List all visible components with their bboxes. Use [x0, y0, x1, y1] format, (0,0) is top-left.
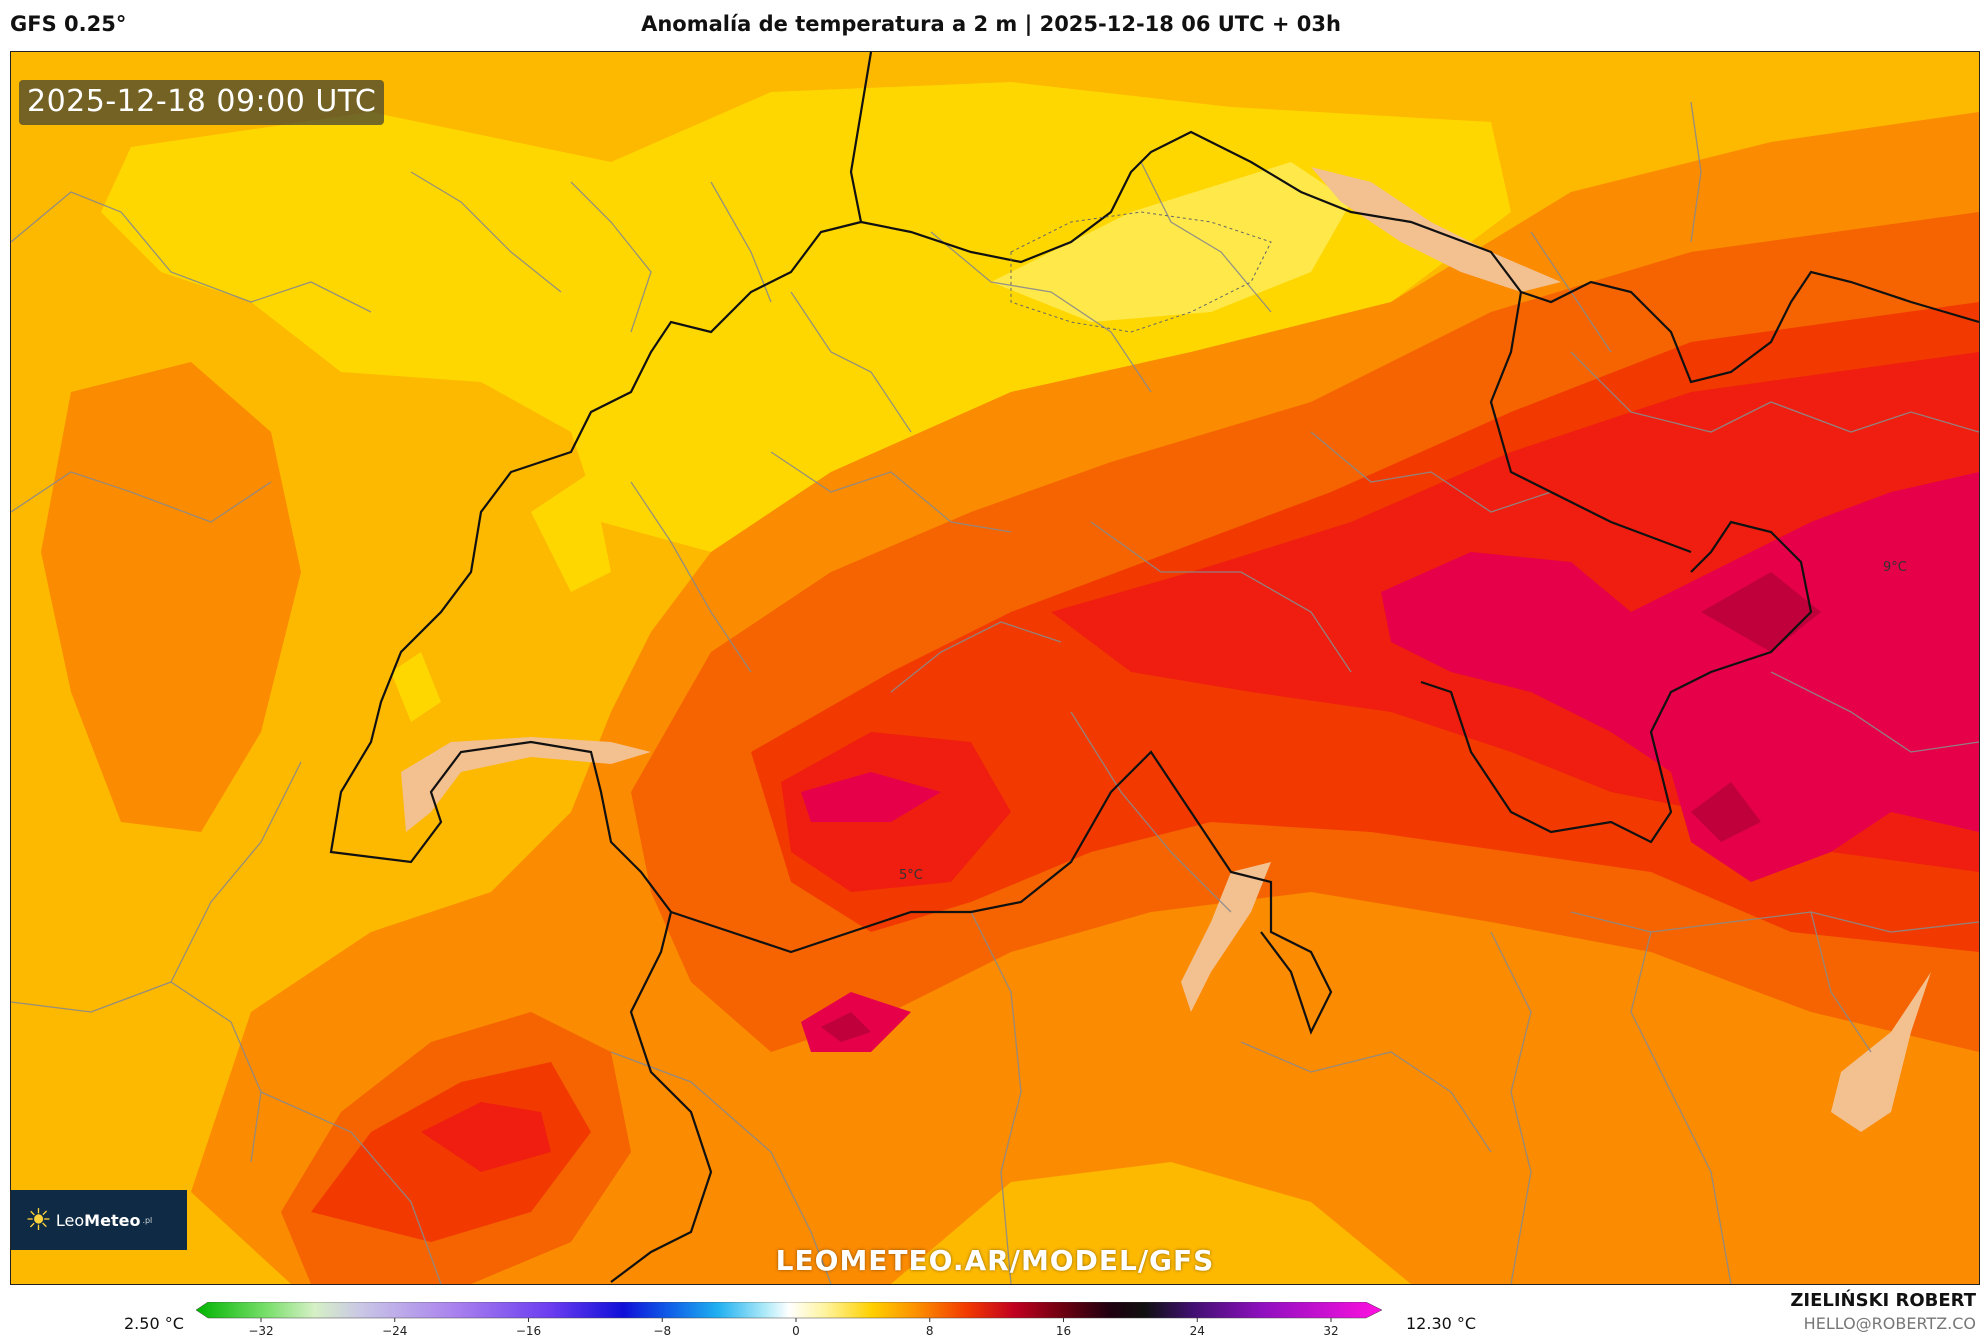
logo-suffix: .pl: [142, 1215, 153, 1225]
border-liechtenstein: [1489, 291, 1692, 554]
lake-garda: [1831, 972, 1931, 1132]
border-germany-austria: [1520, 270, 1979, 384]
anomaly-band-yellow-spot: [531, 472, 611, 592]
anomaly-band-light-yellow: [991, 162, 1351, 322]
anomaly-band-orange-west: [41, 362, 301, 832]
legend-max-label: 12.30 °C: [1406, 1314, 1477, 1333]
anomaly-band-red-sw: [421, 1102, 551, 1172]
colorbar-tick-label: −24: [382, 1324, 407, 1338]
subregion-dashed-boundary: [1010, 211, 1272, 333]
lake-maggiore: [1181, 862, 1271, 1012]
lake-geneva: [401, 737, 651, 832]
colorbar-tick-label: 24: [1190, 1324, 1205, 1338]
border-france-switzerland: [329, 52, 873, 1283]
colorbar-tick-label: 32: [1323, 1324, 1338, 1338]
leometeo-logo[interactable]: ☀ Leo Meteo .pl: [11, 1190, 187, 1250]
author-email[interactable]: HELLO@ROBERTZ.CO: [1803, 1314, 1976, 1333]
temperature-anomaly-map: [11, 52, 1979, 1284]
watermark-url: LEOMETEO.AR/MODEL/GFS: [775, 1244, 1215, 1277]
national-borders: [329, 52, 1979, 1283]
forecast-timestamp: 2025-12-18 09:00 UTC: [19, 80, 385, 125]
author-credit: ZIELIŃSKI ROBERT: [1790, 1290, 1976, 1311]
contour-label-9c: 9°C: [1883, 560, 1907, 575]
contour-label-5c: 5°C: [899, 868, 923, 883]
map-title: Anomalía de temperatura a 2 m | 2025-12-…: [641, 12, 1341, 36]
region-boundaries: [11, 101, 1979, 1284]
model-label: GFS 0.25°: [10, 12, 127, 36]
anomaly-band-dark-crimson-2: [1691, 782, 1761, 842]
colorbar-tick-label: 8: [926, 1324, 934, 1338]
colorbar-tick-label: 0: [792, 1324, 800, 1338]
colorbar-tick-label: 16: [1056, 1324, 1071, 1338]
colorbar-tick-label: −16: [516, 1324, 541, 1338]
logo-text-bold: Meteo: [84, 1210, 141, 1230]
border-switzerland-italy: [670, 750, 1333, 1035]
colorbar: −32 −24 −16 −8 0 8 16 24 32: [196, 1302, 1383, 1338]
map-view[interactable]: 2025-12-18 09:00 UTC 5°C 9°C ☀ Leo Meteo…: [10, 51, 1980, 1285]
logo-text-light: Leo: [55, 1210, 85, 1230]
anomaly-band-crimson-center: [801, 772, 941, 822]
anomaly-band-yellow: [101, 82, 1511, 552]
sun-icon: ☀: [25, 1202, 52, 1238]
colorbar-ticks: −32 −24 −16 −8 0 8 16 24 32: [248, 1318, 1339, 1338]
border-switzerland-austria: [1420, 520, 1813, 844]
colorbar-tick-label: −32: [248, 1324, 273, 1338]
anomaly-band-yellow-spot-2: [391, 652, 441, 722]
anomaly-band-dark-crimson-3: [821, 1012, 871, 1042]
legend-min-label: 2.50 °C: [124, 1314, 184, 1333]
colorbar-strip: [196, 1302, 1383, 1319]
colorbar-tick-label: −8: [653, 1324, 671, 1338]
border-switzerland-germany: [860, 130, 1522, 293]
anomaly-band-crimson-east: [1381, 472, 1979, 882]
